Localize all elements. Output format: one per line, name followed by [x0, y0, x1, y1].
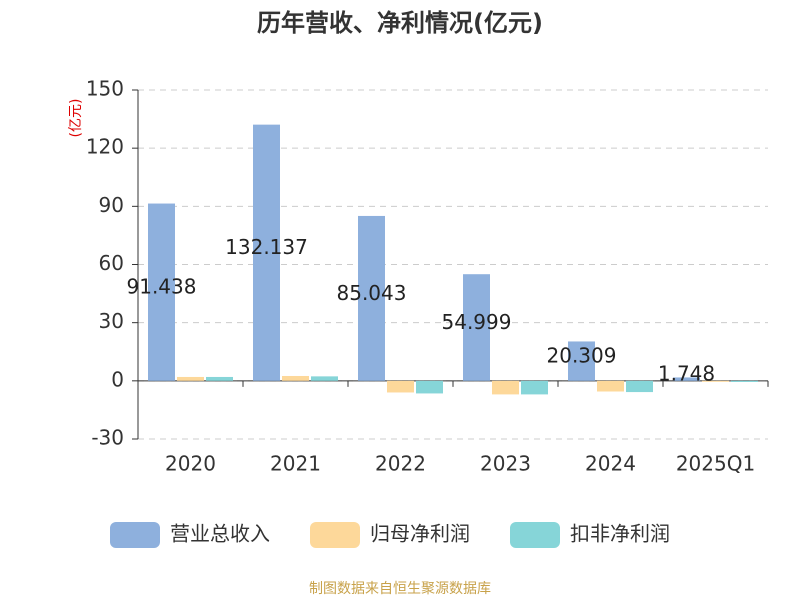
source-note: 制图数据来自恒生聚源数据库: [309, 581, 491, 597]
y-tick-label: 90: [99, 193, 124, 217]
y-tick-label: 30: [99, 309, 124, 333]
data-label: 20.309: [547, 344, 617, 368]
chart-title: 历年营收、净利情况(亿元): [257, 9, 543, 37]
bar: [463, 274, 490, 381]
bar: [673, 377, 700, 381]
x-tick-label: 2024: [585, 452, 636, 476]
legend-swatch: [310, 522, 360, 548]
bar: [521, 380, 548, 395]
data-label: 85.043: [337, 281, 407, 305]
bar: [311, 376, 338, 381]
data-label: 91.438: [127, 275, 197, 299]
bar: [626, 380, 653, 393]
bar: [702, 380, 729, 382]
bar: [253, 124, 280, 381]
y-tick-label: 150: [86, 77, 124, 101]
legend-label: 归母净利润: [370, 522, 470, 546]
bar: [206, 376, 233, 381]
legend-swatch: [110, 522, 160, 548]
bar: [177, 376, 204, 381]
y-unit: (亿元): [68, 99, 84, 138]
legend-swatch: [510, 522, 560, 548]
legend-label: 营业总收入: [170, 522, 270, 546]
legend-label: 扣非净利润: [570, 522, 670, 546]
bar: [731, 380, 758, 382]
bar: [492, 380, 519, 395]
bar: [387, 380, 414, 393]
data-label: 1.748: [658, 362, 715, 386]
bar: [597, 380, 624, 392]
bar: [568, 341, 595, 381]
y-tick-label: 0: [111, 367, 124, 391]
x-tick-label: 2021: [270, 452, 321, 476]
x-tick-label: 2025Q1: [676, 452, 755, 476]
bar: [148, 203, 175, 381]
data-label: 132.137: [225, 235, 308, 259]
y-tick-label: -30: [91, 426, 124, 450]
bar: [416, 380, 443, 394]
y-tick-label: 60: [99, 251, 124, 275]
bar: [282, 375, 309, 381]
x-tick-label: 2023: [480, 452, 531, 476]
x-tick-label: 2022: [375, 452, 426, 476]
bar: [358, 215, 385, 381]
y-tick-label: 120: [86, 135, 124, 159]
x-tick-label: 2020: [165, 452, 216, 476]
data-label: 54.999: [442, 310, 512, 334]
